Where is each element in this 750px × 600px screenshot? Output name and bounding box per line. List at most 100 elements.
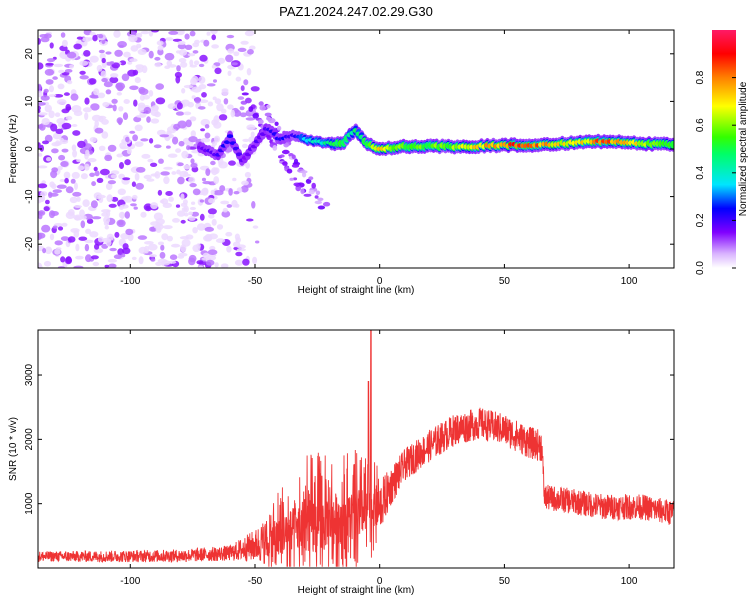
spectrogram-noise-blob [167,153,178,158]
spectrogram-noise-blob [88,78,97,85]
spectrogram-noise-blob [251,201,256,209]
spectrogram-noise-blob [163,176,170,185]
spectrogram-noise-blob [189,59,194,67]
spectrogram-noise-blob [116,117,124,124]
spectrogram-noise-blob [208,197,216,204]
spectrogram-noise-blob [41,224,51,233]
spectrogram-noise-blob [70,178,76,184]
spectrogram-noise-blob [133,99,138,107]
spectrogram-noise-blob [44,33,52,39]
spectrogram-branch-blob [300,170,308,174]
spectrogram-noise-blob [97,236,104,243]
spectrogram-branch-blob [272,145,278,151]
spectrogram-noise-blob [214,98,222,105]
spectrogram-noise-blob [168,260,177,264]
spectrogram-noise-blob [100,168,110,176]
spectrogram-noise-blob [211,64,216,69]
spectrogram-noise-blob [129,130,136,134]
spectrogram-noise-blob [190,130,196,138]
spectrogram-noise-blob [74,205,82,208]
spectrogram-branch-blob [291,164,300,168]
spectrogram-noise-blob [156,40,164,46]
spectrogram-noise-blob [57,165,63,171]
spectrogram-noise-blob [190,77,197,86]
spectrogram-noise-blob [133,206,138,210]
spectrogram-noise-blob [204,132,211,139]
spectrogram-noise-blob [148,50,154,59]
spectrogram-noise-blob [49,42,54,49]
spectrogram-noise-blob [188,257,196,266]
spectrogram-noise-blob [246,218,254,222]
spectrogram-noise-blob [38,38,41,45]
spectrogram-noise-blob [42,248,47,254]
spectrogram-signal-blob [226,134,234,139]
spectrogram-noise-blob [214,67,222,75]
spectrogram-branch-blob [286,168,293,174]
spectrogram-noise-blob [124,159,131,166]
spectrogram-noise-blob [196,223,206,231]
spectrogram-noise-blob [205,259,215,266]
spectrogram-noise-blob [175,30,185,36]
spectrogram-noise-blob [211,119,219,126]
spectrogram-noise-blob [103,216,111,224]
spectrogram-branch-blob [259,105,267,111]
spectrogram-noise-blob [54,240,63,246]
spectrogram-noise-blob [190,162,198,169]
spectrogram-noise-blob [198,76,206,84]
spectrogram-noise-blob [150,162,158,167]
spectrogram-noise-blob [198,99,209,103]
spectrogram-noise-blob [82,107,92,113]
spectrogram-noise-blob [172,136,179,145]
spectrogram-noise-blob [88,150,94,155]
spectrogram-noise-blob [236,248,246,252]
colorbar-label: Normalized spectral amplitude [738,81,749,216]
spectrogram-noise-blob [98,34,104,39]
spectrogram-branch-blob [295,183,300,187]
spectrogram-noise-blob [228,188,233,196]
spectrogram-noise-blob [167,103,177,110]
spectrogram-noise-blob [177,40,186,45]
spectrogram-noise-blob [90,255,99,260]
spectrogram-noise-blob [178,49,188,56]
spectrogram-noise-blob [80,173,88,180]
spectrogram-noise-blob [168,196,174,202]
spectrogram-noise-blob [178,58,187,63]
spectrogram-noise-blob [250,86,260,92]
spectrogram-noise-blob [66,51,77,59]
spectrogram-x-ticks: -100 -50 0 50 100 [120,30,638,287]
spectrogram-noise-blob [191,211,199,217]
spectrogram-noise-blob [134,141,144,147]
spectrogram-noise-blob [181,88,186,94]
spectrogram-noise-blob [126,148,132,155]
spectrogram-noise-blob [137,48,147,56]
spectrogram-noise-blob [137,235,148,240]
spectrogram-noise-blob [189,183,197,188]
spectrogram-noise-blob [122,243,129,250]
spectrogram-noise-blob [119,162,124,169]
spectrogram-noise-blob [38,105,41,111]
spectrogram-noise-blob [227,70,232,77]
spectrogram-noise-blob [114,49,123,57]
spectrogram-noise-blob [244,30,255,37]
spectrogram-noise-blob [114,231,120,238]
spectrogram-noise-blob [176,102,183,110]
spectrogram-branch-blob [266,104,271,109]
spectrogram-noise-blob [211,44,220,49]
spectrogram-noise-blob [39,144,44,152]
spectrogram-noise-blob [210,189,215,195]
spectrogram-noise-blob [151,30,159,33]
spectrogram-noise-blob [119,146,129,150]
spectrogram-noise-blob [111,98,118,104]
spectrogram-noise-blob [89,136,97,143]
spectrogram-noise-blob [72,130,81,136]
spectrogram-noise-blob [106,194,113,203]
spectrogram-noise-blob [105,89,112,95]
spectrogram-noise-blob [148,90,154,97]
spectrogram-noise-blob [94,170,100,177]
spectrogram-noise-blob [165,37,174,41]
spectrogram-noise-blob [89,31,96,36]
spectrogram-noise-blob [177,43,187,50]
spectrogram-noise-blob [61,222,68,227]
x-tick-label: 100 [621,276,638,287]
